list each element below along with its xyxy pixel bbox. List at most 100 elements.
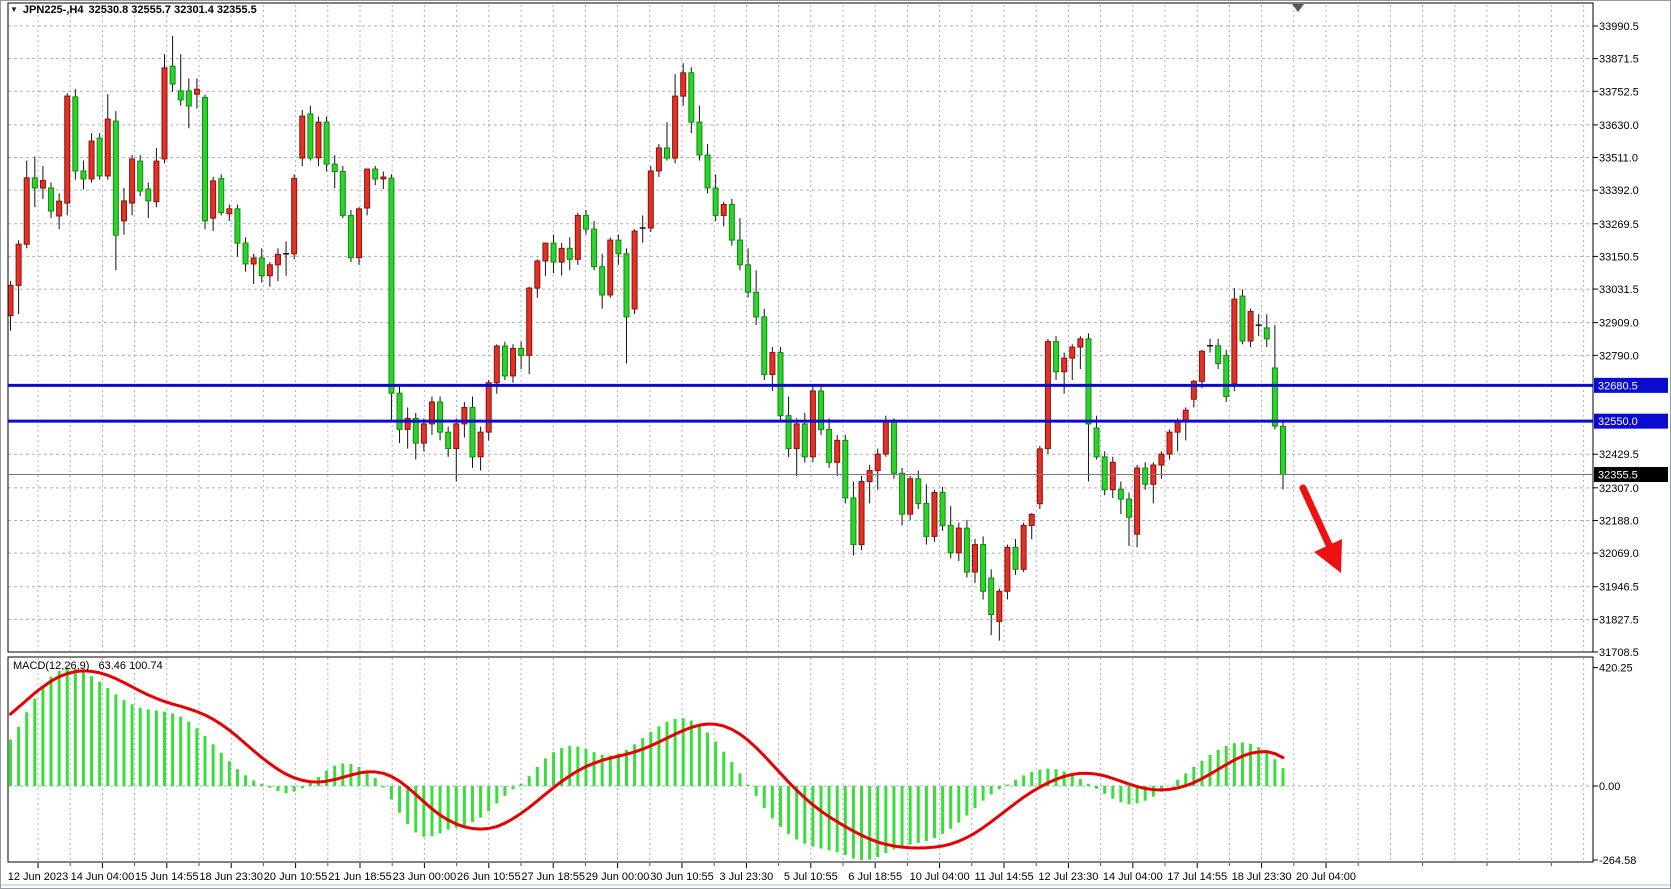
candle-body [866, 470, 873, 483]
price-tick-label: 33392.0 [1599, 185, 1639, 197]
candle-body [493, 345, 500, 384]
candle-body [1093, 427, 1100, 458]
candle-body [1239, 295, 1246, 342]
candle-body [242, 242, 249, 265]
candle-body [809, 390, 816, 458]
macd-tick-label: 420.25 [1599, 663, 1633, 675]
candle-body [145, 188, 152, 202]
candle-body [291, 177, 298, 255]
time-tick-label: 14 Jun 04:00 [71, 871, 135, 883]
price-tick-label: 31708.5 [1599, 647, 1639, 659]
candle-body [1101, 456, 1108, 491]
candle-body [728, 203, 735, 241]
candle-body [1279, 425, 1286, 476]
candle-body [1004, 546, 1011, 592]
candle-body [1134, 467, 1141, 535]
candle-body [453, 423, 460, 450]
symbol-dropdown-icon[interactable]: ▼ [10, 5, 18, 14]
candle-body [1085, 338, 1092, 425]
candle-body [461, 406, 468, 425]
candle-body [202, 96, 209, 222]
candle-body [1247, 310, 1254, 342]
candle-body [266, 264, 273, 277]
chart-shift-marker[interactable] [1292, 4, 1304, 12]
candle-body [574, 214, 581, 260]
price-tick-label: 33150.5 [1599, 251, 1639, 263]
candle-body [1069, 346, 1076, 359]
candle-body [599, 266, 606, 296]
candle-body [437, 401, 444, 433]
time-tick-label: 12 Jun 2023 [8, 871, 69, 883]
candle-body [785, 415, 792, 450]
candle-body [566, 247, 573, 260]
candle-body [315, 121, 322, 159]
candle-body [672, 95, 679, 159]
candle-body [736, 239, 743, 266]
time-tick-label: 3 Jul 23:30 [719, 871, 773, 883]
candle-body [23, 177, 30, 245]
candle-body [510, 347, 517, 377]
resistance-price-badge [1594, 377, 1668, 393]
trend-arrow-shaft[interactable] [1299, 484, 1334, 551]
chart-title: ▼ JPN225-,H4 32530.8 32555.7 32301.4 323… [10, 4, 257, 16]
candle-body [655, 147, 662, 172]
candle-body [1190, 380, 1197, 400]
candle-body [177, 90, 184, 101]
candle-body [1142, 467, 1149, 485]
candle-body [664, 147, 671, 159]
candle-body [1198, 350, 1205, 382]
price-tick-label: 33031.5 [1599, 284, 1639, 296]
candle-body [72, 96, 79, 172]
candle-body [688, 72, 695, 123]
candle-body [274, 253, 281, 266]
macd-tick-label: -264.58 [1599, 855, 1636, 867]
time-tick-label: 23 Jun 00:00 [393, 871, 457, 883]
time-tick-label: 18 Jun 23:30 [199, 871, 263, 883]
candle-body [15, 243, 22, 286]
candle-body [550, 242, 557, 263]
candle-body [931, 491, 938, 537]
candle-body [307, 113, 314, 159]
time-tick-label: 21 Jun 18:55 [328, 871, 392, 883]
candle-body [331, 163, 338, 173]
candle-body [104, 118, 111, 177]
candle-body [129, 158, 136, 204]
candle-body [607, 239, 614, 296]
time-tick-label: 20 Jun 10:55 [264, 871, 328, 883]
candle-body [631, 230, 638, 310]
macd-indicator-label: MACD(12,26,9) 63.46 100.74 [13, 660, 169, 672]
candle-body [1028, 513, 1035, 526]
candle-body [323, 121, 330, 165]
candle-body [234, 208, 241, 244]
candle-body [850, 497, 857, 546]
candle-body [364, 168, 371, 209]
candle-body [801, 423, 808, 458]
price-tick-label: 33511.0 [1599, 153, 1638, 165]
candle-body [112, 120, 119, 236]
candle-body [1215, 345, 1222, 365]
candle-body [169, 65, 176, 85]
ohlc-values-label: 32530.8 32555.7 32301.4 32355.5 [88, 4, 257, 16]
support-price-badge-label: 32550.0 [1598, 416, 1638, 428]
candle-body [761, 316, 768, 376]
candle-body [996, 590, 1003, 622]
candle-body [834, 439, 841, 463]
candle-body [971, 544, 978, 573]
time-tick-label: 17 Jul 14:55 [1167, 871, 1227, 883]
time-tick-label: 6 Jul 18:55 [848, 871, 902, 883]
candle-body [720, 203, 727, 216]
candle-body [745, 264, 752, 293]
candle-body [137, 160, 144, 192]
candle-body [915, 478, 922, 504]
candle-body [988, 577, 995, 616]
trend-arrow-head[interactable] [1314, 539, 1342, 573]
candle-body [704, 154, 711, 189]
price-tick-label: 32188.0 [1599, 515, 1639, 527]
candle-body [250, 257, 257, 265]
time-tick-label: 26 Jun 10:55 [457, 871, 521, 883]
candle-body [485, 382, 492, 433]
candle-body [1166, 431, 1173, 455]
resistance-price-badge-label: 32680.5 [1598, 380, 1638, 392]
candle-body [623, 253, 630, 318]
